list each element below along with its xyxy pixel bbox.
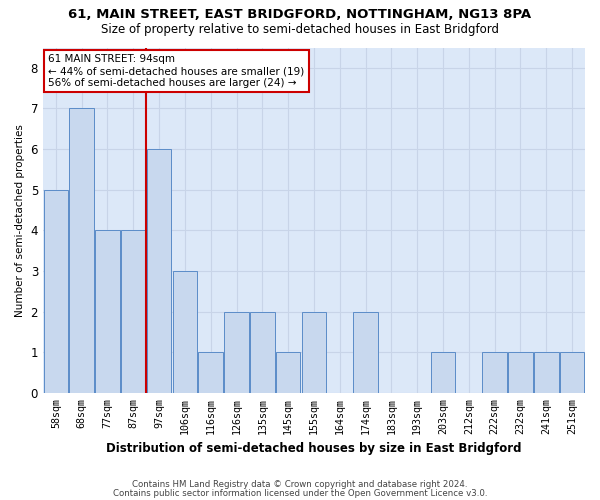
Y-axis label: Number of semi-detached properties: Number of semi-detached properties	[15, 124, 25, 316]
Bar	[508, 352, 533, 393]
Text: Contains public sector information licensed under the Open Government Licence v3: Contains public sector information licen…	[113, 488, 487, 498]
Bar	[353, 312, 378, 393]
Text: 61 MAIN STREET: 94sqm
← 44% of semi-detached houses are smaller (19)
56% of semi: 61 MAIN STREET: 94sqm ← 44% of semi-deta…	[49, 54, 305, 88]
Text: Size of property relative to semi-detached houses in East Bridgford: Size of property relative to semi-detach…	[101, 22, 499, 36]
Bar	[560, 352, 584, 393]
Bar	[121, 230, 146, 393]
Bar	[147, 149, 172, 393]
Bar	[173, 271, 197, 393]
Bar	[95, 230, 120, 393]
X-axis label: Distribution of semi-detached houses by size in East Bridgford: Distribution of semi-detached houses by …	[106, 442, 522, 455]
Text: 61, MAIN STREET, EAST BRIDGFORD, NOTTINGHAM, NG13 8PA: 61, MAIN STREET, EAST BRIDGFORD, NOTTING…	[68, 8, 532, 20]
Bar	[482, 352, 507, 393]
Bar	[276, 352, 301, 393]
Bar	[534, 352, 559, 393]
Bar	[70, 108, 94, 393]
Text: Contains HM Land Registry data © Crown copyright and database right 2024.: Contains HM Land Registry data © Crown c…	[132, 480, 468, 489]
Bar	[250, 312, 275, 393]
Bar	[224, 312, 249, 393]
Bar	[199, 352, 223, 393]
Bar	[302, 312, 326, 393]
Bar	[44, 190, 68, 393]
Bar	[431, 352, 455, 393]
